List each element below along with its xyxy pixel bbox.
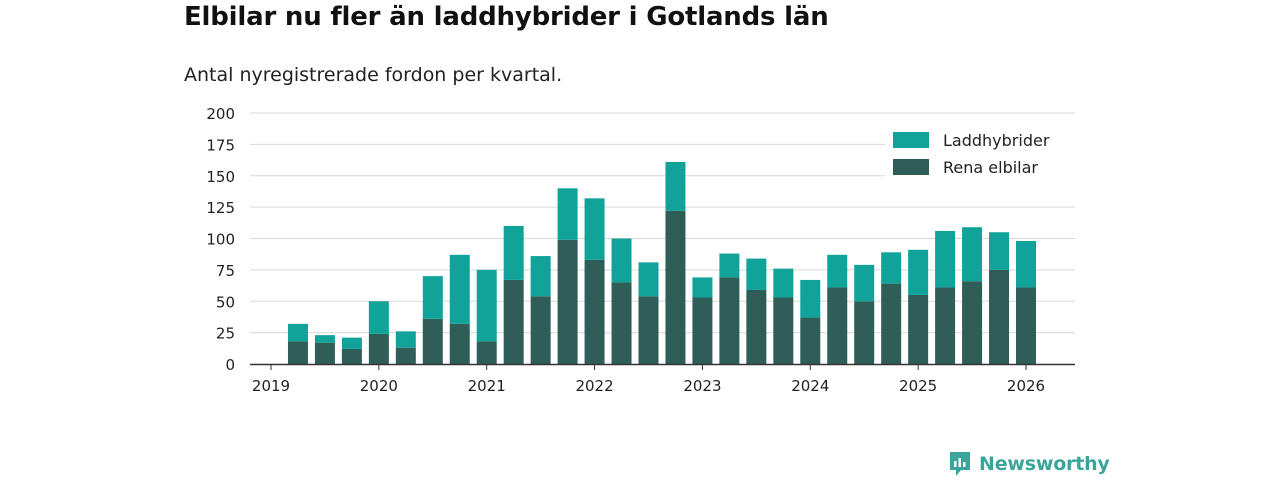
bar-rena-elbilar bbox=[854, 301, 875, 364]
newsworthy-logo: Newsworthy bbox=[948, 450, 1110, 478]
bar-rena-elbilar bbox=[719, 277, 740, 364]
y-tick-label: 175 bbox=[206, 136, 235, 154]
y-tick-label: 200 bbox=[206, 105, 235, 123]
bar-rena-elbilar bbox=[422, 318, 443, 364]
bar-laddhybrider bbox=[719, 253, 740, 278]
legend-swatch bbox=[893, 132, 929, 148]
bar-laddhybrider bbox=[773, 268, 794, 298]
bar-laddhybrider bbox=[638, 262, 659, 297]
x-tick-label: 2022 bbox=[575, 377, 613, 395]
x-tick-label: 2026 bbox=[1007, 377, 1045, 395]
y-tick-label: 100 bbox=[206, 231, 235, 249]
x-tick-label: 2019 bbox=[252, 377, 290, 395]
bar-laddhybrider bbox=[854, 264, 875, 302]
bar-rena-elbilar bbox=[584, 259, 605, 364]
chart-title: Elbilar nu fler än laddhybrider i Gotlan… bbox=[184, 2, 829, 32]
bar-rena-elbilar bbox=[476, 341, 497, 364]
bar-laddhybrider bbox=[935, 230, 956, 288]
bar-rena-elbilar bbox=[800, 317, 821, 364]
bar-laddhybrider bbox=[1016, 241, 1036, 288]
bar-laddhybrider bbox=[692, 277, 713, 298]
bar-rena-elbilar bbox=[935, 287, 956, 364]
bar-laddhybrider bbox=[665, 161, 686, 211]
bar-laddhybrider bbox=[341, 337, 362, 349]
legend-label: Rena elbilar bbox=[943, 158, 1038, 177]
bar-rena-elbilar bbox=[341, 348, 362, 364]
legend-label: Laddhybrider bbox=[943, 131, 1050, 150]
x-tick-label: 2021 bbox=[468, 377, 506, 395]
bar-laddhybrider bbox=[611, 238, 632, 283]
bar-rena-elbilar bbox=[881, 283, 902, 364]
bars bbox=[287, 161, 1036, 364]
bar-laddhybrider bbox=[827, 254, 848, 288]
bar-rena-elbilar bbox=[314, 342, 335, 364]
bar-rena-elbilar bbox=[665, 210, 686, 364]
y-tick-label: 50 bbox=[216, 293, 235, 311]
y-tick-label: 125 bbox=[206, 199, 235, 217]
y-tick-label: 0 bbox=[225, 356, 235, 374]
bar-laddhybrider bbox=[449, 254, 470, 324]
x-tick-label: 2025 bbox=[899, 377, 937, 395]
bar-laddhybrider bbox=[395, 331, 416, 348]
newsworthy-logo-text: Newsworthy bbox=[979, 453, 1110, 475]
bar-laddhybrider bbox=[989, 232, 1010, 270]
y-tick-label: 25 bbox=[216, 325, 235, 343]
bar-rena-elbilar bbox=[962, 281, 983, 364]
bar-rena-elbilar bbox=[557, 239, 578, 364]
bar-rena-elbilar bbox=[746, 289, 767, 364]
bar-rena-elbilar bbox=[827, 287, 848, 364]
bar-rena-elbilar bbox=[395, 347, 416, 364]
bar-laddhybrider bbox=[287, 323, 308, 342]
x-tick-label: 2020 bbox=[360, 377, 398, 395]
bar-rena-elbilar bbox=[449, 323, 470, 364]
bar-rena-elbilar bbox=[611, 282, 632, 364]
bar-laddhybrider bbox=[476, 269, 497, 342]
bar-laddhybrider bbox=[881, 252, 902, 284]
bar-laddhybrider bbox=[530, 256, 551, 297]
bar-laddhybrider bbox=[557, 188, 578, 240]
x-tick-label: 2024 bbox=[791, 377, 829, 395]
bar-laddhybrider bbox=[422, 276, 443, 319]
bar-rena-elbilar bbox=[692, 297, 713, 364]
bar-laddhybrider bbox=[503, 225, 524, 280]
bar-laddhybrider bbox=[800, 279, 821, 318]
bar-rena-elbilar bbox=[773, 297, 794, 364]
newsworthy-logo-icon bbox=[950, 452, 970, 476]
x-tick-label: 2023 bbox=[683, 377, 721, 395]
bar-laddhybrider bbox=[962, 227, 983, 282]
bar-laddhybrider bbox=[746, 258, 767, 290]
y-axis-tick-labels: 0 25 50 75 100 125 150 175 200 bbox=[206, 105, 235, 374]
bar-rena-elbilar bbox=[908, 294, 929, 364]
x-axis-tick-labels: 2019 2020 2021 2022 2023 2024 2025 2026 bbox=[252, 364, 1045, 395]
bar-rena-elbilar bbox=[638, 296, 659, 364]
y-tick-label: 150 bbox=[206, 168, 235, 186]
bar-rena-elbilar bbox=[530, 296, 551, 364]
y-tick-label: 75 bbox=[216, 262, 235, 280]
bar-laddhybrider bbox=[314, 335, 335, 343]
bar-laddhybrider bbox=[368, 301, 389, 334]
bar-rena-elbilar bbox=[287, 341, 308, 364]
legend: Laddhybrider Rena elbilar bbox=[885, 125, 1075, 177]
bar-rena-elbilar bbox=[503, 279, 524, 364]
legend-swatch bbox=[893, 159, 929, 175]
bar-rena-elbilar bbox=[989, 269, 1010, 364]
bar-rena-elbilar bbox=[368, 333, 389, 364]
bar-rena-elbilar bbox=[1016, 287, 1036, 364]
chart-subtitle: Antal nyregistrerade fordon per kvartal. bbox=[184, 64, 563, 86]
bar-laddhybrider bbox=[584, 198, 605, 260]
bar-laddhybrider bbox=[908, 249, 929, 295]
